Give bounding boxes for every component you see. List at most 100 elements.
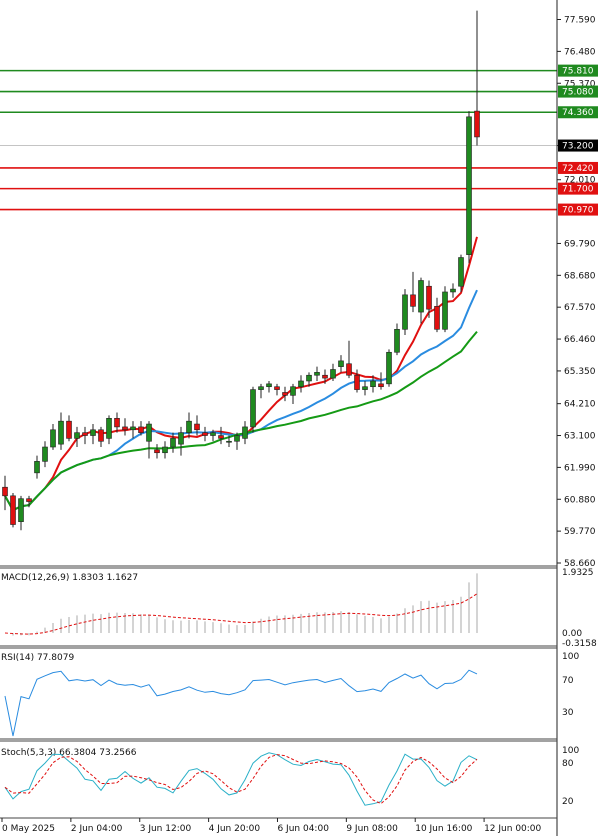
rsi-tick-label: 70 <box>562 676 574 686</box>
candle-body <box>218 435 224 439</box>
candle-body <box>354 374 360 390</box>
macd-tick-label: -0.3158 <box>562 639 597 649</box>
time-tick-label: 2 Jun 04:00 <box>71 824 123 834</box>
candle-body <box>18 498 24 522</box>
macd-label: MACD(12,26,9) 1.8303 1.1627 <box>1 573 138 583</box>
time-tick-label: 9 Jun 08:00 <box>346 824 398 834</box>
candle-body <box>282 392 288 396</box>
stoch-tick-label: 20 <box>562 797 574 807</box>
candle-body <box>202 432 208 436</box>
level-tag <box>558 106 598 119</box>
price-tick-label: 64.210 <box>564 400 596 410</box>
time-tick-label: 6 Jun 04:00 <box>277 824 329 834</box>
candle-body <box>210 432 216 436</box>
rsi-tick-label: 30 <box>562 708 574 718</box>
candle-body <box>58 420 64 445</box>
candle-body <box>242 426 248 439</box>
candle-body <box>138 426 144 433</box>
candle-body <box>226 440 232 443</box>
rsi-label: RSI(14) 77.8079 <box>1 653 74 663</box>
candle-body <box>106 417 112 439</box>
candle-body <box>410 294 416 307</box>
candle-body <box>194 423 200 431</box>
candle-body <box>98 429 104 442</box>
candle-body <box>250 389 256 428</box>
price-tick-label: 60.880 <box>564 495 596 505</box>
macd-tick-label: 1.9325 <box>562 568 594 578</box>
candle-body <box>386 351 392 385</box>
level-tag-label: 74.360 <box>562 108 594 118</box>
level-tag-label: 70.970 <box>562 206 594 216</box>
level-tag-label: 75.080 <box>562 88 594 98</box>
candle-body <box>402 294 408 330</box>
stoch-panel: Stoch(5,3,3) 66.3804 73.2566 100 80 20 <box>1 746 579 807</box>
candle-body <box>162 446 168 454</box>
candle-body <box>338 360 344 367</box>
candle-body <box>418 280 424 313</box>
stoch-tick-label: 80 <box>562 759 574 769</box>
candle-body <box>66 420 72 439</box>
candle-body <box>362 386 368 390</box>
moving-average-line <box>4 330 478 512</box>
candle-body <box>178 432 184 445</box>
time-tick-label: 10 Jun 16:00 <box>415 824 472 834</box>
macd-tick-label: 0.00 <box>562 629 582 639</box>
candle-body <box>274 386 280 390</box>
candle-body <box>258 386 264 390</box>
candle-body <box>170 438 176 448</box>
rsi-panel: RSI(14) 77.8079 100 70 30 <box>1 652 579 737</box>
candle-body <box>90 429 96 436</box>
candle-body <box>474 110 480 138</box>
price-tick-label: 68.680 <box>564 271 596 281</box>
candle-body <box>458 257 464 287</box>
candle-body <box>330 369 336 379</box>
current-price-tag <box>558 139 598 152</box>
price-tick-label: 67.570 <box>564 303 596 313</box>
candle-body <box>82 432 88 436</box>
candle-body <box>394 328 400 353</box>
candle-body <box>370 380 376 388</box>
candle-body <box>322 374 328 379</box>
candle-body <box>42 446 48 462</box>
candle-body <box>130 426 136 431</box>
level-tag <box>558 64 598 77</box>
price-tick-label: 65.350 <box>564 367 596 377</box>
time-tick-label: 3 Jun 12:00 <box>140 824 192 834</box>
candle-body <box>466 116 472 255</box>
level-tag <box>558 161 598 174</box>
level-tag-label: 72.420 <box>562 164 594 174</box>
price-tick-label: 61.990 <box>564 463 596 473</box>
time-tick-label: 0 May 2025 <box>2 824 55 834</box>
level-tag <box>558 85 598 98</box>
stoch-label: Stoch(5,3,3) 66.3804 73.2566 <box>1 748 137 758</box>
candle-body <box>306 374 312 382</box>
candle-body <box>266 383 272 388</box>
candle-body <box>290 386 296 396</box>
stoch-tick-label: 100 <box>562 746 579 756</box>
candle-body <box>186 420 192 433</box>
candle-body <box>26 498 32 502</box>
candle-body <box>114 417 120 428</box>
candle-body <box>146 423 152 442</box>
candle-body <box>234 435 240 442</box>
price-tick-label: 58.660 <box>564 559 596 569</box>
candle-body <box>34 461 40 474</box>
candle-body <box>122 426 128 431</box>
current-price-label: 73.200 <box>562 142 594 152</box>
level-tag-label: 71.700 <box>562 185 594 195</box>
candle-body <box>442 291 448 330</box>
price-tick-label: 66.460 <box>564 335 596 345</box>
time-tick-label: 4 Jun 20:00 <box>209 824 261 834</box>
rsi-tick-label: 100 <box>562 652 579 662</box>
candle-body <box>2 486 8 497</box>
level-tag <box>558 203 598 216</box>
candle-body <box>50 429 56 448</box>
candle-body <box>434 306 440 330</box>
time-tick-label: 12 Jun 00:00 <box>484 824 541 834</box>
candle-body <box>426 285 432 310</box>
macd-panel: MACD(12,26,9) 1.8303 1.1627 1.9325 0.00-0… <box>1 568 597 649</box>
price-tick-label: 76.480 <box>564 47 596 57</box>
price-tick-label: 69.790 <box>564 239 596 249</box>
